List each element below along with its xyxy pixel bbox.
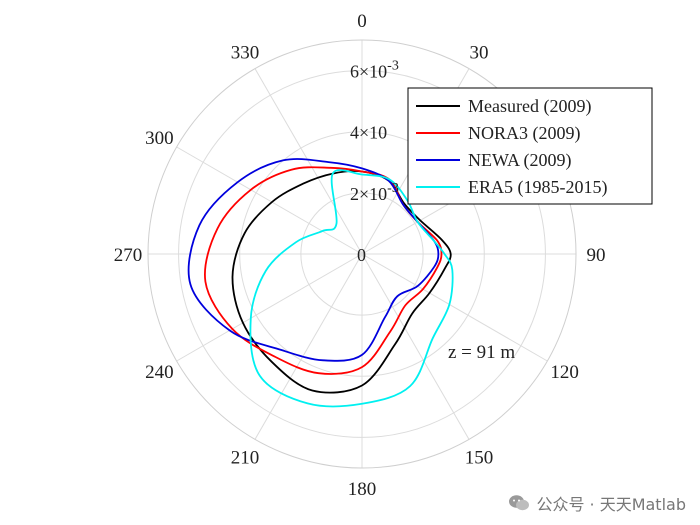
outer-ring bbox=[147, 39, 577, 469]
angle-tick-30: 30 bbox=[470, 42, 489, 63]
radial-tick-3: 6×10-3 bbox=[350, 59, 399, 82]
ring-0.004 bbox=[239, 131, 485, 377]
angle-tick-270: 270 bbox=[114, 245, 143, 266]
angle-tick-240: 240 bbox=[145, 362, 174, 383]
series-line-2 bbox=[187, 158, 440, 362]
angle-tick-330: 330 bbox=[231, 42, 260, 63]
legend-label-2: NEWA (2009) bbox=[468, 150, 571, 171]
spoke-330 bbox=[254, 68, 363, 255]
spoke-240 bbox=[176, 253, 363, 362]
polar-grid bbox=[147, 39, 577, 469]
radial-tick-2: 4×10 bbox=[350, 123, 387, 143]
radial-tick-labels: 0 2×10-3 4×10 6×10-3 bbox=[350, 59, 399, 265]
spoke-210 bbox=[254, 253, 363, 440]
watermark-text: 公众号 · 天天Matlab bbox=[536, 495, 686, 514]
legend-label-3: ERA5 (1985-2015) bbox=[468, 177, 607, 198]
angle-tick-150: 150 bbox=[465, 448, 494, 469]
ring-0.006 bbox=[178, 70, 546, 438]
spoke-120 bbox=[361, 253, 548, 362]
angle-tick-0: 0 bbox=[357, 11, 367, 32]
angle-tick-210: 210 bbox=[231, 448, 260, 469]
angle-tick-90: 90 bbox=[587, 245, 606, 266]
wechat-icon bbox=[509, 495, 530, 511]
watermark: 公众号 · 天天Matlab bbox=[508, 491, 686, 515]
angle-tick-300: 300 bbox=[145, 128, 174, 149]
height-annotation: z = 91 m bbox=[448, 342, 515, 363]
angle-tick-labels: 0 30 90 120 150 180 210 240 270 300 330 bbox=[114, 11, 606, 500]
spoke-300 bbox=[176, 146, 363, 255]
radial-tick-0: 0 bbox=[357, 245, 366, 265]
legend-label-0: Measured (2009) bbox=[468, 96, 591, 117]
legend: Measured (2009) NORA3 (2009) NEWA (2009) ER… bbox=[407, 87, 653, 205]
legend-label-1: NORA3 (2009) bbox=[468, 123, 581, 144]
angle-tick-180: 180 bbox=[348, 479, 377, 500]
angle-tick-120: 120 bbox=[550, 362, 579, 383]
radial-tick-1: 2×10-3 bbox=[350, 181, 399, 204]
spoke-150 bbox=[361, 253, 470, 440]
series-line-3 bbox=[249, 169, 454, 408]
legend-box bbox=[407, 87, 653, 205]
ring-0.002 bbox=[300, 192, 424, 316]
series-line-0 bbox=[231, 170, 452, 394]
series-layer bbox=[187, 158, 454, 408]
